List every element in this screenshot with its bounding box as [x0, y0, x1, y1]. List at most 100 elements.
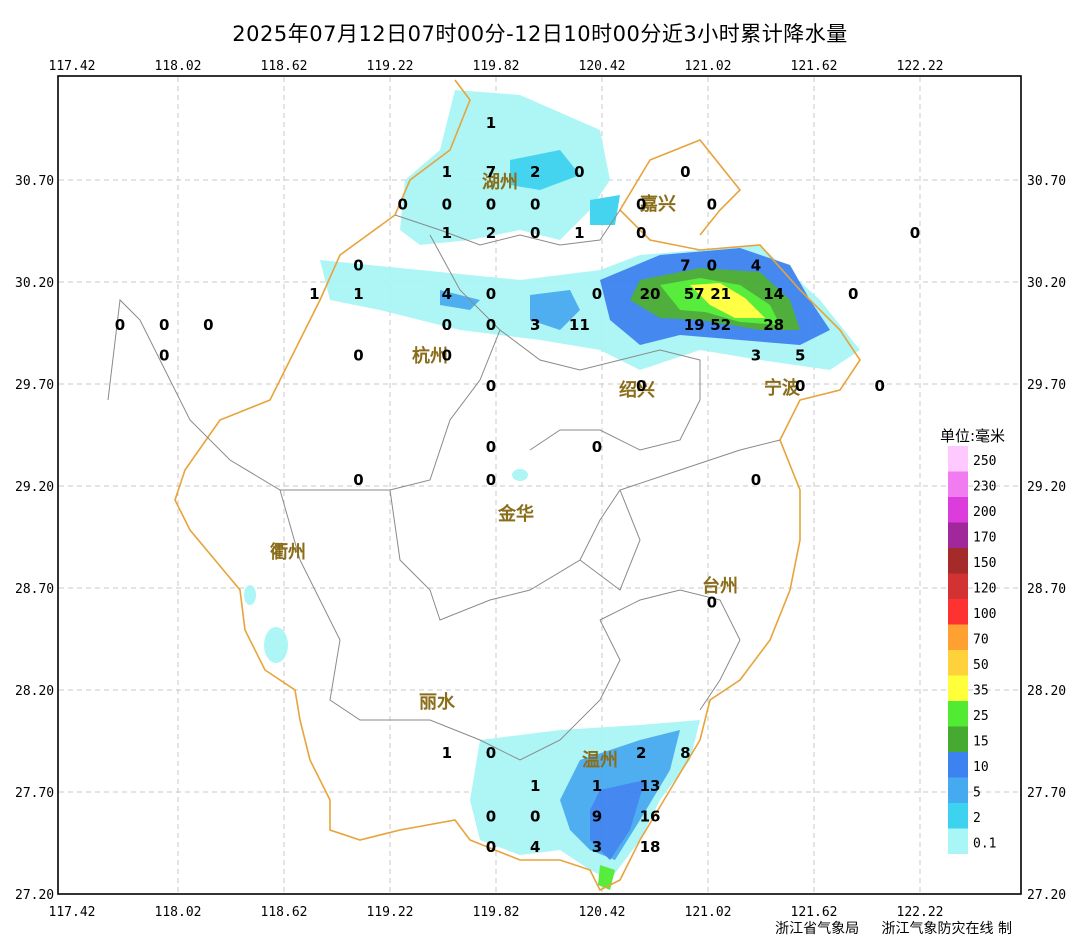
- legend-items: 250 230 200 170 150 120 100 70 50 35 25 15 10 5 2 0.1: [948, 446, 996, 854]
- lat-tick-label: 30.20: [15, 276, 54, 291]
- station-value: 19: [684, 316, 705, 334]
- station-value: 4: [442, 285, 452, 303]
- legend-label: 2: [973, 811, 981, 826]
- station-value: 0: [486, 838, 496, 856]
- station-value: 0: [486, 807, 496, 825]
- lon-tick-label: 122.22: [897, 905, 944, 920]
- legend-label: 50: [973, 658, 989, 673]
- station-value: 18: [640, 838, 661, 856]
- city-label: 湖州: [482, 172, 518, 193]
- legend-swatch: [948, 548, 968, 574]
- legend-label: 5: [973, 786, 981, 801]
- city-label: 丽水: [419, 691, 456, 713]
- legend-swatch: [948, 752, 968, 778]
- station-value: 28: [763, 316, 784, 334]
- lat-tick-label: 28.20: [1027, 684, 1066, 699]
- station-values: 11 7 2 0 00 0 0 0 0 01 2 0 1 0 00 7 0 41 1 4 0 0 20 57 21 14 00 0 0 0…: [115, 114, 920, 856]
- legend-label: 0.1: [973, 837, 996, 852]
- lon-tick-label: 118.02: [155, 59, 202, 74]
- station-value: 0: [353, 471, 363, 489]
- city-label: 绍兴: [619, 379, 655, 401]
- lon-labels-bottom: 117.42 118.02 118.62 119.22 119.82 120.42 121.…: [49, 905, 944, 920]
- station-value: 9: [592, 807, 602, 825]
- station-value: 1: [574, 224, 584, 242]
- lon-tick-label: 119.22: [367, 905, 414, 920]
- station-value: 1: [309, 285, 319, 303]
- station-value: 14: [763, 285, 784, 303]
- legend-label: 150: [973, 556, 996, 571]
- legend-swatch: [948, 471, 968, 497]
- legend-swatch: [948, 777, 968, 803]
- city-label: 金华: [497, 503, 534, 525]
- lat-tick-label: 29.70: [15, 378, 54, 393]
- map-border: [57, 75, 1022, 895]
- station-value: 0: [795, 377, 805, 395]
- lat-tick-label: 27.20: [1027, 888, 1066, 903]
- lat-labels-left: 30.70 30.20 29.70 29.20 28.70 28.20 27.70 27.20: [15, 174, 54, 903]
- legend-swatch: [948, 828, 968, 854]
- lon-tick-label: 122.22: [897, 59, 944, 74]
- lat-tick-label: 28.70: [15, 582, 54, 597]
- lon-tick-label: 118.02: [155, 905, 202, 920]
- station-value: 0: [203, 316, 213, 334]
- city-label: 嘉兴: [639, 194, 676, 215]
- lat-tick-label: 28.70: [1027, 582, 1066, 597]
- lon-tick-label: 120.42: [579, 905, 626, 920]
- map-title: 2025年07月12日07时00分-12日10时00分近3小时累计降水量: [232, 22, 848, 46]
- station-value: 0: [442, 195, 452, 213]
- station-value: 1: [592, 777, 602, 795]
- lat-tick-label: 29.20: [1027, 480, 1066, 495]
- station-value: 16: [640, 807, 661, 825]
- station-value: 3: [751, 346, 761, 364]
- station-value: 1: [530, 777, 540, 795]
- station-value: 1: [353, 285, 363, 303]
- city-label: 杭州: [412, 345, 448, 367]
- legend-label: 230: [973, 480, 996, 495]
- station-value: 0: [680, 163, 690, 181]
- station-value: 1: [442, 163, 452, 181]
- station-value: 0: [636, 377, 646, 395]
- station-value: 0: [707, 257, 717, 275]
- province-boundary: [174, 79, 861, 892]
- lon-labels-top: 117.42 118.02 118.62 119.22 119.82 120.42 121.…: [49, 59, 944, 74]
- station-value: 11: [569, 316, 590, 334]
- credit-producer: 浙江气象防灾在线 制: [881, 921, 1012, 937]
- legend-swatch: [948, 573, 968, 599]
- precipitation-shading: [244, 90, 860, 890]
- station-value: 0: [707, 593, 717, 611]
- legend-swatch: [948, 624, 968, 650]
- station-value: 20: [640, 285, 661, 303]
- legend-swatch: [948, 522, 968, 548]
- lat-tick-label: 29.70: [1027, 378, 1066, 393]
- station-value: 1: [442, 744, 452, 762]
- station-value: 13: [640, 777, 661, 795]
- lat-tick-label: 27.20: [15, 888, 54, 903]
- station-value: 1: [442, 224, 452, 242]
- station-value: 0: [530, 807, 540, 825]
- lon-tick-label: 119.82: [473, 905, 520, 920]
- legend-label: 100: [973, 607, 996, 622]
- legend-swatch: [948, 599, 968, 625]
- legend-swatch: [948, 701, 968, 727]
- station-value: 0: [486, 744, 496, 762]
- legend-label: 35: [973, 684, 989, 699]
- lon-tick-label: 118.62: [261, 905, 308, 920]
- station-value: 3: [592, 838, 602, 856]
- station-value: 21: [710, 285, 731, 303]
- city-label: 台州: [702, 575, 738, 597]
- lon-tick-label: 117.42: [49, 905, 96, 920]
- station-value: 0: [115, 316, 125, 334]
- legend-swatch: [948, 497, 968, 523]
- station-value: 0: [636, 224, 646, 242]
- station-value: 0: [707, 195, 717, 213]
- station-value: 0: [486, 316, 496, 334]
- legend-swatch: [948, 446, 968, 472]
- city-label: 衢州: [270, 541, 306, 563]
- lon-tick-label: 117.42: [49, 59, 96, 74]
- station-value: 0: [159, 346, 169, 364]
- lon-tick-label: 121.02: [685, 59, 732, 74]
- station-value: 0: [574, 163, 584, 181]
- station-value: 1: [486, 114, 496, 132]
